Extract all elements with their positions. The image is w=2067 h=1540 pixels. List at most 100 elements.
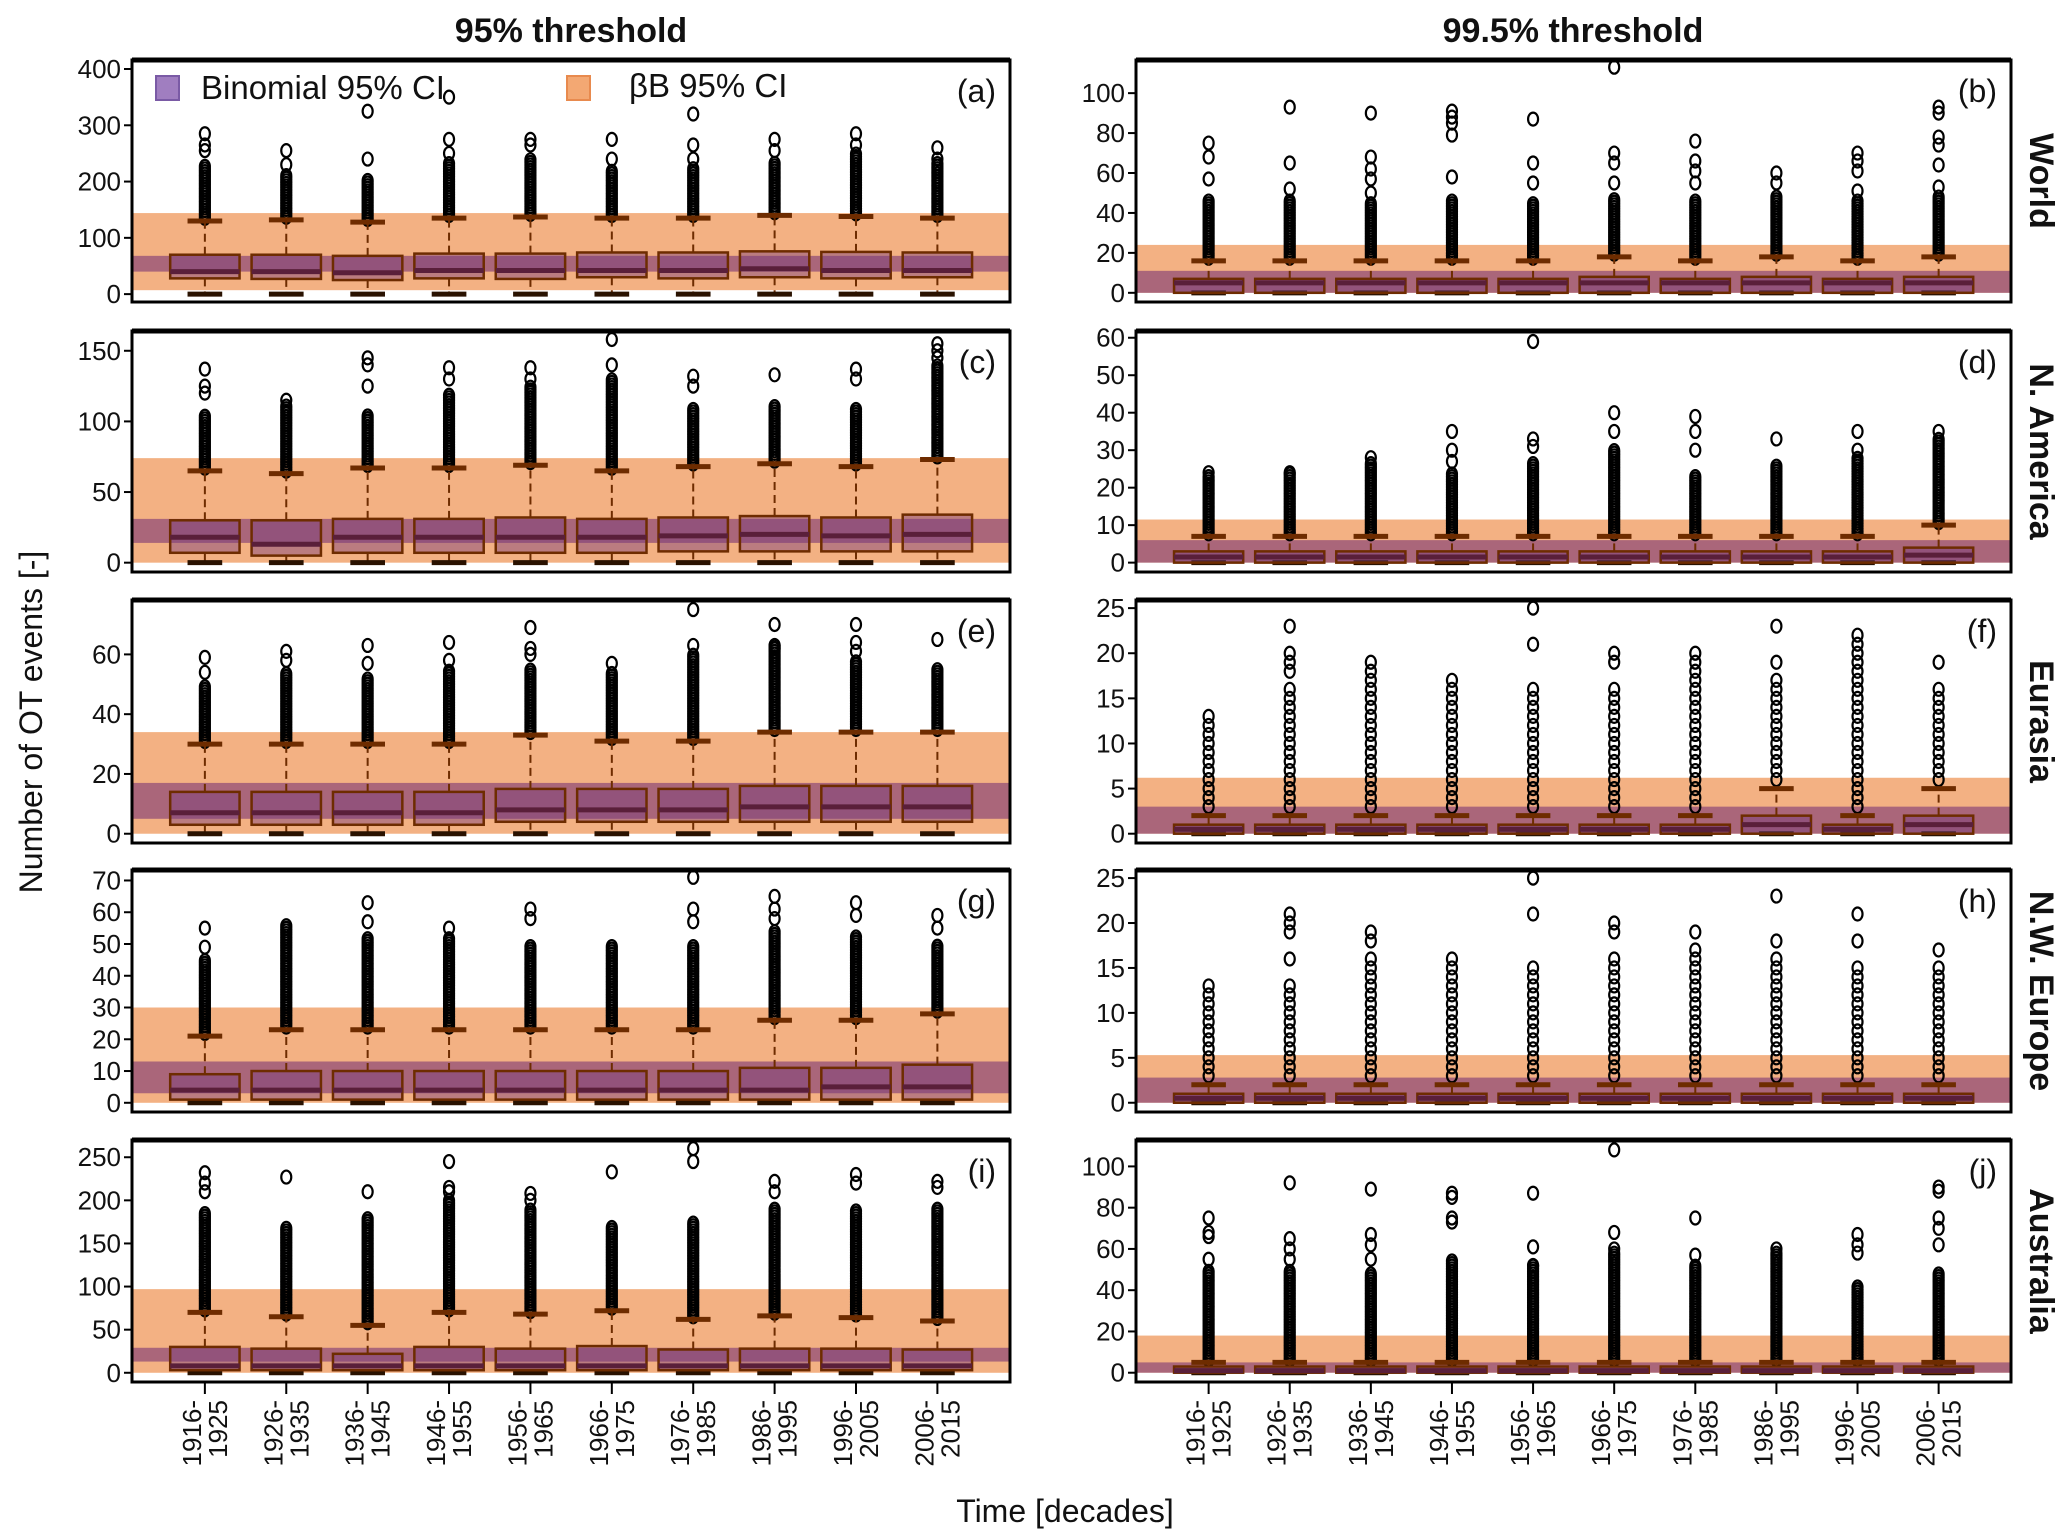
outlier-point xyxy=(1608,155,1621,171)
outlier-point xyxy=(1689,175,1702,191)
outlier-point xyxy=(768,1201,781,1217)
x-tick-label-start: 1996- xyxy=(828,1400,858,1467)
outlier-point xyxy=(198,920,211,936)
outlier-point xyxy=(849,1203,863,1219)
outlier-point xyxy=(931,350,944,366)
outlier-point xyxy=(198,408,211,424)
outlier-point xyxy=(1526,155,1540,171)
outlier-point xyxy=(1364,1014,1377,1030)
y-tick-label: 100 xyxy=(78,406,121,436)
outlier-point xyxy=(361,357,374,373)
x-tick-label: 1996-2005 xyxy=(1830,1400,1886,1467)
x-tick-label: 1966-1975 xyxy=(584,1400,640,1467)
box-1 xyxy=(1172,708,1245,837)
outlier-point xyxy=(1445,672,1459,688)
box-3 xyxy=(331,103,404,297)
outlier-point xyxy=(198,378,211,394)
outlier-group xyxy=(524,360,537,471)
outlier-point xyxy=(1851,987,1864,1003)
outlier-point xyxy=(1283,987,1296,1003)
outlier-point xyxy=(1689,468,1702,485)
outlier-point xyxy=(1770,681,1783,697)
outlier-point xyxy=(1851,969,1864,985)
box-8 xyxy=(738,131,811,297)
outlier-point xyxy=(687,1215,700,1231)
outlier-point xyxy=(1283,735,1296,752)
outlier-point xyxy=(1608,744,1621,761)
outlier-point xyxy=(1283,1041,1296,1057)
outlier-point xyxy=(1608,708,1621,725)
outlier-point xyxy=(1526,735,1540,752)
box-6 xyxy=(575,655,648,837)
outlier-point xyxy=(849,146,863,162)
outlier-group xyxy=(1689,1210,1702,1368)
outlier-point xyxy=(687,378,700,394)
outlier-point xyxy=(1526,744,1540,761)
outlier-group xyxy=(1202,708,1215,815)
outlier-point xyxy=(524,360,537,376)
outlier-point xyxy=(524,379,537,395)
plot-area xyxy=(1136,600,2011,837)
outlier-point xyxy=(768,1184,781,1200)
box-3 xyxy=(331,637,404,837)
outlier-point xyxy=(1851,708,1864,725)
y-tick-label: 0 xyxy=(1111,278,1125,308)
outlier-point xyxy=(1932,978,1945,994)
outlier-point xyxy=(1364,1181,1377,1197)
y-axis-label: Number of OT events [-] xyxy=(13,551,49,894)
outlier-group xyxy=(1202,978,1215,1084)
outlier-point xyxy=(361,1211,374,1227)
outlier-point xyxy=(1445,780,1459,797)
outlier-point xyxy=(1851,1245,1864,1261)
iqr-box xyxy=(901,251,974,279)
outlier-point xyxy=(442,1184,456,1200)
box-2 xyxy=(1253,1175,1326,1376)
outlier-point xyxy=(280,143,293,159)
outlier-point xyxy=(768,367,781,383)
outlier-point xyxy=(524,1202,537,1218)
outlier-point xyxy=(1689,193,1702,209)
outlier-point xyxy=(198,649,211,665)
outlier-point xyxy=(605,151,618,167)
outlier-point xyxy=(1445,109,1459,125)
outlier-group xyxy=(198,649,211,750)
outlier-point xyxy=(1689,408,1702,425)
outlier-point xyxy=(1608,405,1621,421)
iqr-box xyxy=(575,1069,648,1101)
box-8 xyxy=(1740,888,1813,1106)
outlier-point xyxy=(849,654,863,670)
outlier-point xyxy=(1526,717,1540,734)
outlier-point xyxy=(1851,1023,1864,1039)
y-tick-label: 0 xyxy=(1111,1358,1125,1388)
outlier-group xyxy=(1526,600,1540,815)
y-tick-label: 0 xyxy=(107,1088,121,1118)
outlier-group xyxy=(687,1141,700,1325)
outlier-point xyxy=(1445,771,1459,788)
outlier-point xyxy=(1689,762,1702,779)
x-tick-label-start: 1976- xyxy=(1667,1400,1697,1467)
outlier-point xyxy=(687,647,700,663)
outlier-point xyxy=(1851,645,1864,661)
iqr-box xyxy=(494,787,567,824)
outlier-point xyxy=(1526,762,1540,779)
y-tick-label: 50 xyxy=(92,1315,121,1345)
outlier-group xyxy=(280,392,293,479)
plot-area xyxy=(132,601,1010,837)
x-tick-label-start: 2006- xyxy=(1911,1400,1941,1467)
box-6 xyxy=(1578,915,1650,1106)
box-2 xyxy=(1253,99,1326,296)
outlier-point xyxy=(524,152,537,168)
outlier-point xyxy=(1283,1231,1296,1247)
outlier-group xyxy=(1283,465,1296,542)
box-7 xyxy=(1659,924,1732,1106)
y-tick-label: 100 xyxy=(78,1272,121,1302)
outlier-point xyxy=(1526,753,1540,770)
outlier-point xyxy=(1770,762,1783,779)
outlier-point xyxy=(1689,699,1702,715)
outlier-group xyxy=(849,126,863,222)
x-tick-label-start: 1986- xyxy=(747,1400,777,1467)
outlier-point xyxy=(1364,654,1377,670)
iqr-box xyxy=(331,254,404,282)
outlier-group xyxy=(1526,870,1540,1084)
outlier-point xyxy=(1770,996,1783,1012)
